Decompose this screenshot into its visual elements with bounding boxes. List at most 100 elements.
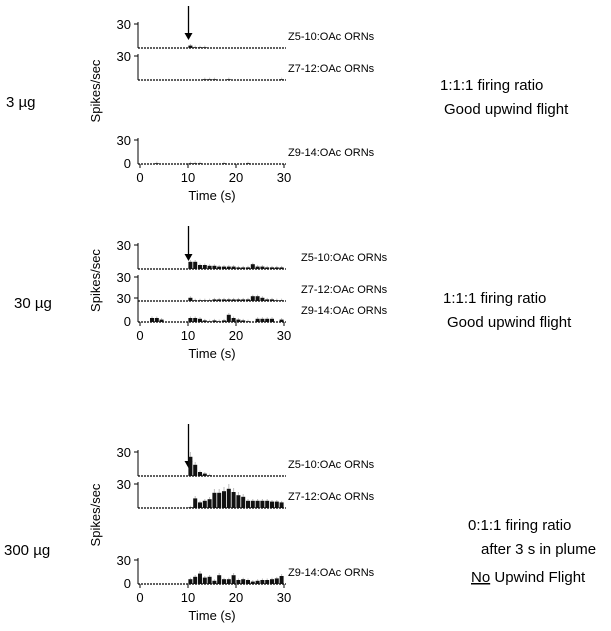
histogram-bar bbox=[193, 47, 198, 48]
flight-outcome-text: Upwind Flight bbox=[490, 569, 586, 586]
histogram-bar bbox=[255, 318, 260, 322]
histogram-bar bbox=[231, 299, 236, 301]
y-tick-label-30: 30 bbox=[117, 49, 131, 64]
histogram-bar bbox=[159, 319, 164, 322]
y-tick-label-0: 0 bbox=[124, 576, 131, 591]
series-label: Z9-14:OAc ORNs bbox=[288, 147, 375, 159]
x-tick-label: 10 bbox=[181, 590, 195, 605]
histogram-bar bbox=[150, 318, 154, 322]
histogram-bar bbox=[188, 456, 193, 476]
y-axis-label: Spikes/sec bbox=[88, 59, 103, 122]
histogram-bar bbox=[222, 491, 226, 508]
histogram-bar bbox=[202, 320, 207, 322]
x-axis-label: Time (s) bbox=[188, 188, 235, 203]
histogram-bar bbox=[265, 267, 270, 269]
histogram-bar bbox=[188, 318, 193, 322]
histogram-bar bbox=[212, 580, 217, 584]
histogram-bar bbox=[198, 472, 202, 476]
histogram-bar bbox=[207, 300, 212, 301]
histogram-bar bbox=[193, 498, 198, 508]
histogram-bar bbox=[260, 297, 265, 301]
histogram-bar bbox=[279, 319, 284, 322]
histogram-bar bbox=[202, 79, 207, 80]
histogram-bar bbox=[154, 318, 159, 322]
histogram-bar bbox=[198, 47, 202, 48]
flight-outcome-emphasis: No bbox=[471, 569, 490, 586]
x-tick-label: 20 bbox=[229, 590, 243, 605]
histogram-bar bbox=[226, 488, 231, 508]
histogram-bar bbox=[202, 577, 207, 584]
histogram-bar bbox=[198, 163, 202, 164]
histogram-bar bbox=[212, 492, 217, 508]
series-label: Z7-12:OAc ORNs bbox=[288, 491, 375, 503]
histogram-bar bbox=[260, 266, 265, 269]
histogram-bar bbox=[226, 579, 231, 584]
series-label: Z5-10:OAc ORNs bbox=[301, 252, 388, 264]
series-label: Z5-10:OAc ORNs bbox=[288, 459, 375, 471]
histogram-bar bbox=[241, 320, 246, 322]
histogram-bar bbox=[198, 318, 202, 322]
histogram-bar bbox=[198, 502, 202, 508]
histogram-bar bbox=[270, 267, 274, 269]
histogram-bar bbox=[246, 580, 250, 584]
series-label: Z7-12:OAc ORNs bbox=[288, 63, 375, 75]
histogram-bar bbox=[274, 300, 279, 301]
histogram-bar bbox=[270, 501, 274, 508]
flight-note: after 3 s in plume bbox=[481, 541, 596, 558]
histogram-bar bbox=[154, 163, 159, 164]
firing-ratio-note: 1:1:1 firing ratio bbox=[440, 77, 543, 94]
firing-ratio-note: 1:1:1 firing ratio bbox=[443, 290, 546, 307]
histogram-bar bbox=[236, 580, 241, 584]
histogram-bar bbox=[231, 492, 236, 508]
flight-outcome-note: No Upwind Flight bbox=[471, 569, 586, 586]
x-tick-label: 30 bbox=[277, 170, 291, 185]
y-axis-label: Spikes/sec bbox=[88, 249, 103, 312]
histogram-bar bbox=[193, 318, 198, 322]
histogram-bar bbox=[212, 79, 217, 80]
y-tick-label-30: 30 bbox=[117, 291, 131, 306]
y-tick-label-30: 30 bbox=[117, 270, 131, 285]
histogram-bar bbox=[270, 299, 274, 301]
histogram-bar bbox=[246, 321, 250, 322]
histogram-bar bbox=[236, 267, 241, 269]
histogram-bar bbox=[231, 575, 236, 584]
histogram-bar bbox=[250, 296, 255, 301]
histogram-bar bbox=[265, 299, 270, 301]
histogram-bar bbox=[202, 300, 207, 301]
histogram-bar bbox=[202, 473, 207, 476]
histogram-bar bbox=[202, 47, 207, 48]
histogram-bar bbox=[188, 45, 193, 48]
histogram-bar bbox=[188, 261, 193, 269]
histogram-bar bbox=[193, 300, 198, 301]
histogram-bar bbox=[207, 79, 212, 80]
histogram-bar bbox=[207, 475, 212, 476]
histogram-bar bbox=[193, 163, 198, 164]
histogram-bar bbox=[193, 261, 198, 269]
histogram-bar bbox=[222, 163, 226, 164]
y-tick-label-0: 0 bbox=[124, 156, 131, 171]
histogram-bar bbox=[260, 580, 265, 584]
series-label: Z5-10:OAc ORNs bbox=[288, 31, 375, 43]
histogram-bar bbox=[279, 79, 284, 80]
histogram-bar bbox=[207, 576, 212, 584]
histogram-bar bbox=[274, 501, 279, 508]
dose-label: 300 µg bbox=[4, 542, 50, 559]
x-tick-label: 0 bbox=[136, 328, 143, 343]
histogram-bar bbox=[255, 580, 260, 584]
histogram-bar bbox=[241, 496, 246, 508]
histogram-bar bbox=[250, 581, 255, 584]
x-tick-label: 0 bbox=[136, 590, 143, 605]
series-label: Z9-14:OAc ORNs bbox=[288, 567, 375, 579]
histogram-bar bbox=[198, 573, 202, 584]
histogram-bar bbox=[236, 299, 241, 301]
x-tick-label: 20 bbox=[229, 170, 243, 185]
histogram-bar bbox=[246, 163, 250, 164]
histogram-bar bbox=[255, 266, 260, 269]
y-tick-label-30: 30 bbox=[117, 445, 131, 460]
histogram-bar bbox=[188, 507, 193, 508]
histogram-bar bbox=[222, 320, 226, 322]
histogram-bar bbox=[207, 499, 212, 508]
histogram-bar bbox=[265, 580, 270, 584]
histogram-bar bbox=[236, 495, 241, 508]
